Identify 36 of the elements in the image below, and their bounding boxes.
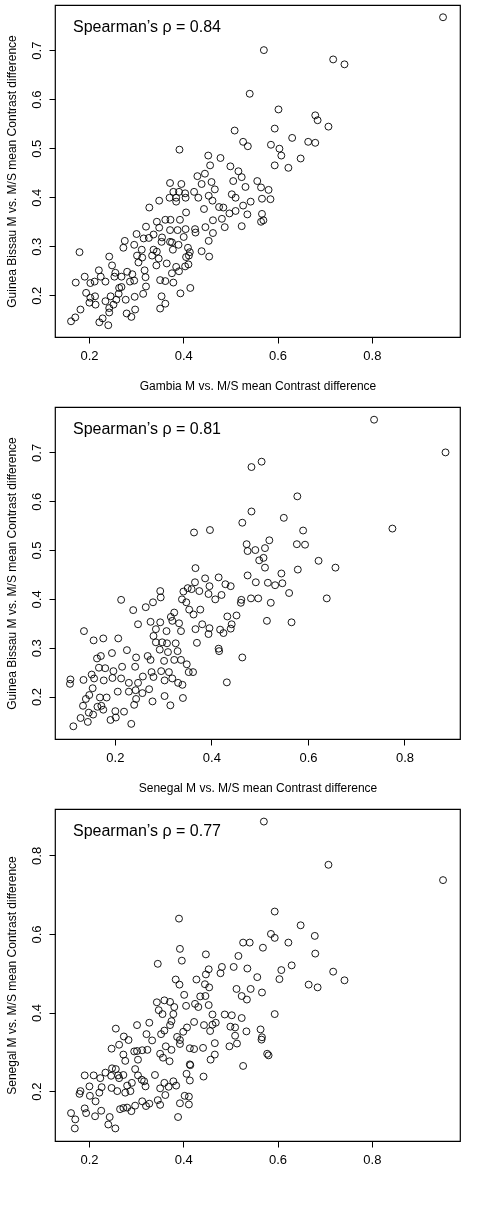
x-tick-label: 0.2 (80, 1151, 99, 1167)
y-tick-label: 0.6 (28, 492, 44, 511)
y-axis-title: Senegal M vs. M/S mean Contrast difference (4, 855, 19, 1095)
y-tick-label: 0.8 (28, 846, 44, 865)
x-tick-label: 0.8 (363, 1151, 382, 1167)
y-tick-label: 0.6 (28, 925, 44, 944)
x-tick-label: 0.6 (299, 749, 318, 765)
y-tick-label: 0.7 (28, 443, 44, 462)
y-tick-label: 0.3 (28, 237, 44, 256)
x-tick-label: 0.4 (202, 749, 221, 765)
x-tick-label: 0.4 (174, 347, 193, 363)
y-tick-label: 0.5 (28, 139, 44, 158)
y-tick-label: 0.4 (28, 188, 44, 207)
y-tick-label: 0.7 (28, 41, 44, 60)
y-tick-label: 0.3 (28, 639, 44, 658)
annotation: Spearman’s ρ = 0.81 (73, 420, 222, 437)
y-axis-title: Guinea Bissau M vs. M/S mean Contrast difference (4, 436, 19, 710)
y-tick-label: 0.2 (28, 286, 44, 305)
y-tick-label: 0.5 (28, 541, 44, 560)
annotation: Spearman’s ρ = 0.84 (73, 18, 222, 35)
y-tick-label: 0.4 (28, 1003, 44, 1023)
x-tick-label: 0.8 (363, 347, 382, 363)
x-axis-title: Gambia M vs. M/S mean Contrast difference (139, 378, 377, 393)
annotation: Spearman’s ρ = 0.77 (73, 822, 222, 839)
x-tick-label: 0.6 (269, 1151, 288, 1167)
x-tick-label: 0.2 (106, 749, 125, 765)
y-axis-title: Guinea Bissau M vs. M/S mean Contrast difference (4, 34, 19, 308)
x-tick-label: 0.4 (174, 1151, 193, 1167)
x-tick-label: 0.8 (395, 749, 415, 765)
y-tick-label: 0.4 (28, 590, 44, 609)
x-tick-label: 0.6 (269, 347, 288, 363)
y-tick-label: 0.2 (28, 1082, 44, 1101)
y-tick-label: 0.2 (28, 687, 44, 707)
x-axis-title: Senegal M vs. M/S mean Contrast difference (138, 780, 378, 795)
x-tick-label: 0.2 (80, 347, 99, 363)
y-tick-label: 0.6 (28, 90, 44, 109)
